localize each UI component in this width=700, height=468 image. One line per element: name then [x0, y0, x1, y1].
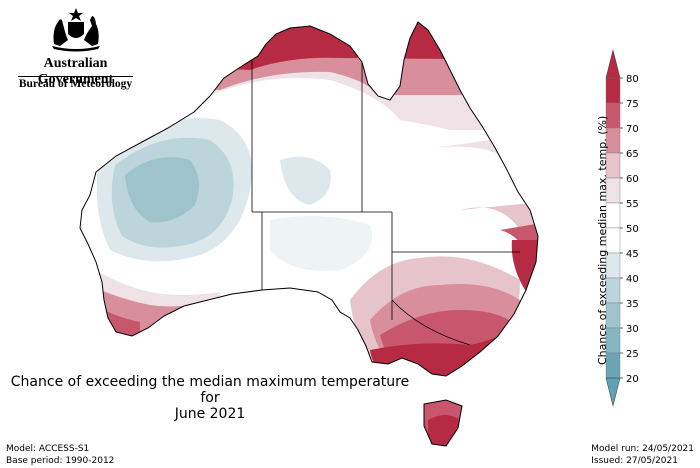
bom-logo: Australian Government Bureau of Meteorol…: [8, 6, 143, 94]
colorbar-tick-label: 20: [626, 374, 639, 385]
map-title-line-1: Chance of exceeding the median maximum t…: [10, 374, 410, 406]
government-name: Australian Government: [37, 56, 114, 87]
model-name: Model: ACCESS-S1: [6, 444, 90, 454]
model-info: Model: ACCESS-S1 Base period: 1990-2012: [6, 443, 114, 467]
map-title-line-2: June 2021: [174, 406, 246, 422]
probability-colorbar: 80 75 70 65 60 55 50 45 40 35 30 25 20: [605, 50, 639, 407]
colorbar-tick-label: 25: [626, 349, 639, 360]
colorbar-tick-label: 40: [626, 274, 639, 285]
model-run-date: Model run: 24/05/2021: [591, 444, 694, 454]
colorbar-band-75-80: [605, 77, 621, 104]
colorbar-label: Chance of exceeding median max. temp. (%…: [596, 115, 609, 365]
colorbar-tick-label: 30: [626, 324, 639, 335]
logo-divider: [18, 76, 133, 77]
issued-date: Issued: 27/05/2021: [591, 456, 678, 466]
colorbar-tick-label: 60: [626, 174, 639, 185]
agency-name: Bureau of Meteorology: [18, 78, 133, 90]
mainland-probability-fill: [80, 22, 538, 376]
coat-of-arms-icon: [52, 8, 100, 52]
colorbar-tick-label: 75: [626, 99, 639, 110]
australia-probability-map: [79, 21, 539, 447]
colorbar-bottom-arrow: [605, 377, 621, 407]
colorbar-tick-label: 50: [626, 224, 639, 235]
colorbar-tick-label: 35: [626, 299, 639, 310]
colorbar-tick-label: 65: [626, 149, 639, 160]
colorbar-tick-label: 55: [626, 199, 639, 210]
colorbar-tick-label: 80: [626, 74, 639, 85]
colorbar-top-arrow: [605, 50, 621, 79]
colorbar-tick-label: 70: [626, 124, 639, 135]
state-borders: [251, 40, 520, 346]
map-title: Chance of exceeding the median maximum t…: [0, 374, 420, 422]
colorbar-tick-label: 45: [626, 249, 639, 260]
base-period: Base period: 1990-2012: [6, 456, 115, 466]
run-info: Model run: 24/05/2021 Issued: 27/05/2021: [591, 443, 694, 467]
